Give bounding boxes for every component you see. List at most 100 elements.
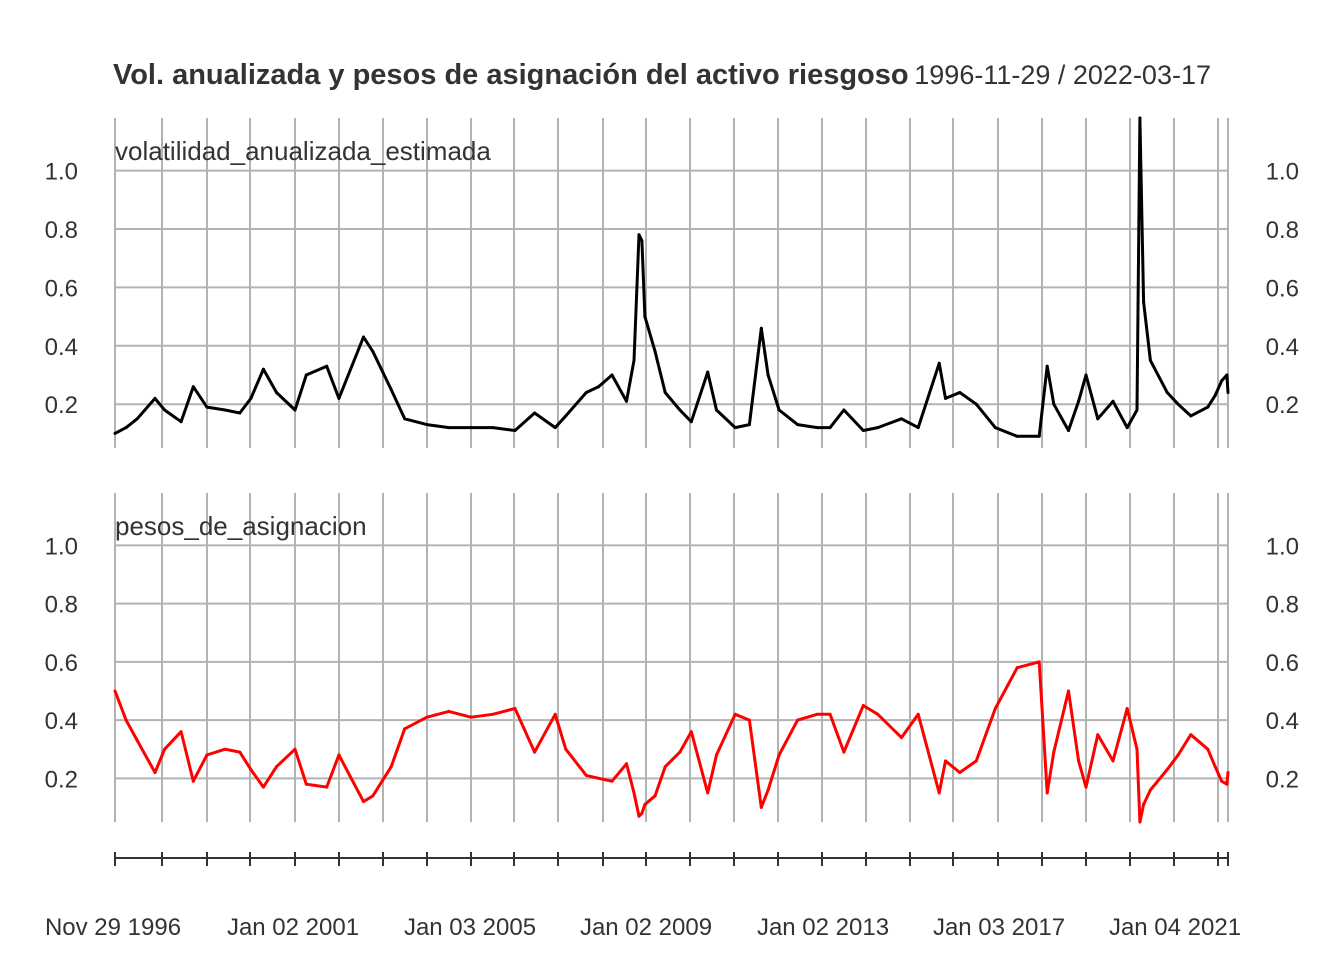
data-point [1213,393,1217,397]
panel-2: 0.2 0.2 0.4 0.4 0.6 0.6 0.8 0.8 1.0 1.0 pesos_de_a… [45,493,1299,824]
data-point [513,707,517,710]
data-point [1138,820,1142,824]
data-point [1111,759,1115,763]
data-point [689,730,693,734]
data-point [153,396,157,400]
y-tick-label-right: 0.2 [1266,766,1299,793]
chart-panels: 0.2 0.2 0.4 0.4 0.6 0.6 0.8 0.8 1.0 1.0 volatilida… [45,116,1299,824]
data-point [706,791,710,795]
data-point [1189,414,1193,418]
data-point [678,408,682,412]
data-point [733,426,737,430]
data-point [533,750,537,754]
data-point [759,326,763,330]
data-point [747,718,751,722]
data-point [447,709,451,713]
data-point [715,753,718,757]
data-point [876,426,880,430]
data-point [1142,300,1146,304]
data-point [689,420,693,424]
y-tick-label-right: 0.8 [1266,217,1299,244]
data-point [371,350,375,354]
data-point [1111,399,1115,403]
data-point [1135,408,1139,412]
data-point [1148,788,1152,792]
data-point [653,350,657,354]
data-point [643,803,647,806]
y-tick-label-right: 0.4 [1266,708,1299,735]
y-tick-label-left: 0.8 [45,217,78,244]
data-point [533,411,537,415]
data-point [861,704,865,707]
data-point [1037,434,1041,438]
data-point [469,715,473,719]
x-tick-label: Jan 02 2001 [227,914,359,941]
data-point [1165,391,1169,394]
data-point [491,712,495,716]
data-point [625,762,628,766]
x-tick-label: Jan 02 2013 [757,914,889,941]
data-point [389,388,393,392]
data-point [796,423,800,427]
data-point [1096,417,1100,421]
data-point [249,396,253,400]
data-point [610,779,614,783]
data-point [553,426,557,430]
y-tick-label-left: 1.0 [45,533,78,560]
panel-1: 0.2 0.2 0.4 0.4 0.6 0.6 0.8 0.8 1.0 1.0 volatilida… [45,116,1299,448]
data-point [163,408,167,412]
data-point [759,805,763,809]
data-point [1125,426,1129,430]
data-point [632,358,636,362]
data-point [584,773,588,777]
data-point [766,788,770,792]
data-point [900,417,903,421]
data-point [113,431,117,435]
data-point [706,370,710,374]
data-point [337,753,341,757]
data-point [1015,434,1019,438]
data-point [1220,779,1224,783]
data-point [403,417,407,421]
data-point [974,402,978,406]
data-point [842,408,846,412]
x-axis: Nov 29 1996 Jan 02 2001 Jan 03 2005 Jan 02 … [45,852,1241,941]
data-point [632,791,636,795]
data-point [304,373,308,377]
data-point [777,753,781,757]
data-point [663,765,667,769]
data-point [1226,771,1230,774]
data-point [179,730,183,734]
data-point [238,411,242,415]
y-tick-label-left: 1.0 [45,159,78,186]
data-point [124,426,128,430]
data-point [876,712,880,716]
y-tick-label-right: 0.2 [1266,392,1299,419]
data-point [1077,759,1081,763]
data-point [1189,733,1193,737]
y-tick-label-left: 0.8 [45,592,78,619]
data-point [796,718,800,722]
data-point [1045,364,1049,368]
date-range-label: 1996-11-29 / 2022-03-17 [914,60,1211,90]
data-point [993,707,997,710]
data-point [937,361,941,365]
data-point [135,739,139,742]
data-point [1206,747,1210,751]
data-point [261,785,265,789]
data-point [135,417,139,421]
y-tick-label-left: 0.6 [45,275,78,302]
data-point [1052,750,1056,754]
data-point [362,800,365,804]
data-point [653,794,657,798]
data-point [766,373,770,377]
data-point [325,364,329,368]
data-point [597,776,601,780]
data-point [916,426,920,430]
data-point [389,765,393,769]
data-point [179,420,183,424]
data-point [261,367,265,371]
data-point [1226,391,1230,394]
data-point [1096,733,1100,737]
data-point [828,712,832,716]
